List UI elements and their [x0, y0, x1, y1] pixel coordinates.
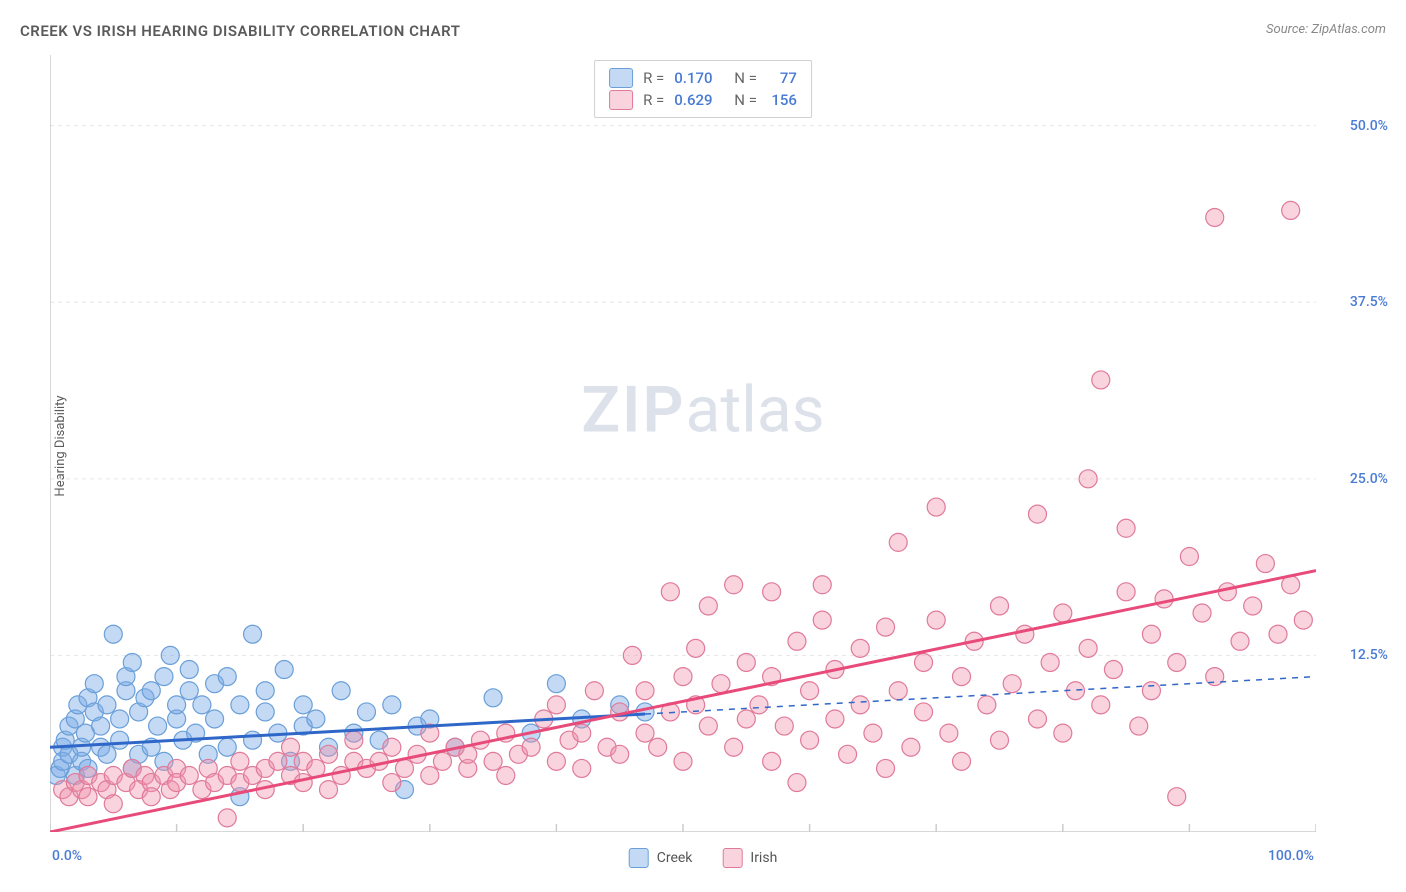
legend-swatch-creek	[609, 68, 633, 88]
legend-swatch-irish	[609, 90, 633, 110]
legend-label: Creek	[657, 850, 693, 866]
legend-r-value-irish: 0.629	[674, 91, 724, 109]
legend-item-creek: Creek	[629, 848, 693, 868]
series-legend: Creek Irish	[629, 848, 778, 868]
y-axis-tick-label: 37.5%	[1350, 294, 1388, 310]
x-axis-tick-high: 100.0%	[1268, 848, 1314, 864]
legend-item-irish: Irish	[722, 848, 777, 868]
plot-area	[50, 55, 1316, 832]
legend-swatch	[629, 848, 649, 868]
legend-n-label: N =	[734, 91, 757, 109]
legend-row-irish: R = 0.629 N = 156	[609, 89, 797, 111]
legend-r-value-creek: 0.170	[674, 69, 724, 87]
y-axis-tick-label: 25.0%	[1350, 471, 1388, 487]
legend-r-label: R =	[643, 69, 664, 87]
scatter-svg	[50, 55, 1316, 832]
legend-n-value-irish: 156	[767, 91, 797, 109]
legend-row-creek: R = 0.170 N = 77	[609, 67, 797, 89]
legend-n-label: N =	[734, 69, 757, 87]
x-axis-tick-low: 0.0%	[52, 848, 82, 864]
y-axis-tick-label: 50.0%	[1350, 118, 1388, 134]
y-axis-tick-label: 12.5%	[1350, 647, 1388, 663]
legend-n-value-creek: 77	[767, 69, 797, 87]
chart-title: CREEK VS IRISH HEARING DISABILITY CORREL…	[20, 22, 460, 40]
correlation-legend: R = 0.170 N = 77 R = 0.629 N = 156	[594, 60, 812, 118]
legend-r-label: R =	[643, 91, 664, 109]
source-citation: Source: ZipAtlas.com	[1266, 22, 1386, 37]
legend-swatch	[722, 848, 742, 868]
legend-label: Irish	[750, 850, 777, 866]
